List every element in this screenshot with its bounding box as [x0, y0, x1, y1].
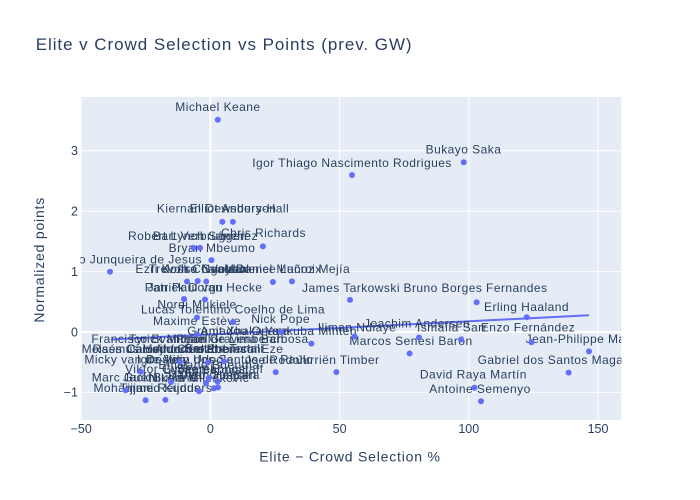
svg-text:Sandro Tonali: Sandro Tonali: [184, 342, 263, 356]
svg-text:Moisés Caicedo Corozo: Moisés Caicedo Corozo: [82, 342, 219, 356]
svg-text:Robert Lynch Sánchez: Robert Lynch Sánchez: [128, 229, 258, 243]
svg-text:Lucas Bergvall: Lucas Bergvall: [163, 363, 248, 377]
svg-text:Jurriën Timber: Jurriën Timber: [297, 353, 380, 367]
svg-text:Caoimhín Kelleher: Caoimhín Kelleher: [127, 342, 233, 356]
svg-text:Marcos Senesi Barón: Marcos Senesi Barón: [349, 334, 472, 348]
svg-text:Antoine Semenyo: Antoine Semenyo: [429, 382, 530, 396]
svg-text:Elite − Crowd Selection %: Elite − Crowd Selection %: [259, 449, 440, 465]
svg-text:Elite v Crowd Selection vs Poi: Elite v Crowd Selection vs Points (prev.…: [36, 35, 413, 54]
svg-text:Maxence Lacroix: Maxence Lacroix: [224, 262, 321, 276]
svg-text:Bruno Borges Fernandes: Bruno Borges Fernandes: [404, 281, 548, 295]
svg-text:Jan Paul van Hecke: Jan Paul van Hecke: [148, 280, 263, 294]
svg-text:James Tarkowski: James Tarkowski: [302, 281, 400, 295]
svg-text:1: 1: [71, 265, 78, 279]
svg-text:Michael Keane: Michael Keane: [175, 100, 260, 114]
svg-text:−1: −1: [64, 386, 78, 400]
svg-text:Tyrick Mitchell: Tyrick Mitchell: [129, 332, 211, 346]
svg-text:Amadou Onana: Amadou Onana: [200, 324, 289, 338]
svg-text:Bart Verbruggen: Bart Verbruggen: [153, 229, 247, 243]
svg-text:Eberechi Eze: Eberechi Eze: [207, 342, 284, 356]
svg-text:Patrick Dorgu: Patrick Dorgu: [145, 280, 224, 294]
svg-text:Jean-Philippe Mateta: Jean-Philippe Mateta: [526, 332, 648, 346]
svg-text:Kiernan Dewsbury-Hall: Kiernan Dewsbury-Hall: [157, 202, 289, 216]
svg-text:Lucas Tolentino Coelho de Lima: Lucas Tolentino Coelho de Lima: [141, 303, 325, 317]
svg-text:Francisco Evanilson de Lima Ba: Francisco Evanilson de Lima Barbosa: [91, 332, 308, 346]
svg-text:Elliot Anderson: Elliot Anderson: [190, 202, 277, 216]
svg-text:Normalized points: Normalized points: [31, 197, 47, 323]
svg-text:Chris Richards: Chris Richards: [221, 226, 306, 240]
svg-text:3: 3: [71, 144, 78, 158]
svg-text:100: 100: [458, 422, 479, 436]
svg-text:Jack Butland: Jack Butland: [123, 371, 197, 385]
svg-text:Dango Ouattara: Dango Ouattara: [168, 368, 260, 382]
svg-text:Viktor Gyökeres: Viktor Gyökeres: [125, 362, 217, 376]
svg-text:David Raya Martín: David Raya Martín: [420, 368, 527, 382]
svg-text:Bryan Mbeumo: Bryan Mbeumo: [169, 241, 256, 255]
svg-text:0: 0: [71, 325, 78, 339]
svg-text:Gabriel dos Santos Magalhães: Gabriel dos Santos Magalhães: [478, 353, 655, 367]
svg-text:Daniel Muñoz Mejía: Daniel Muñoz Mejía: [236, 262, 350, 276]
svg-text:Igor Thiago Nascimento Rodrigu: Igor Thiago Nascimento Rodrigues: [252, 156, 452, 170]
svg-text:Granit Xhaka: Granit Xhaka: [187, 324, 262, 338]
svg-text:Nordi Mukiele: Nordi Mukiele: [157, 298, 236, 312]
svg-text:Bukayo Saka: Bukayo Saka: [426, 143, 502, 157]
svg-text:Joe Rodon: Joe Rodon: [245, 353, 307, 367]
svg-text:Antonee Robinson: Antonee Robinson: [155, 342, 261, 356]
svg-text:Maxime Estève: Maxime Estève: [153, 314, 241, 328]
svg-text:Tijjani Reijnders: Tijjani Reijnders: [120, 381, 213, 395]
svg-text:0: 0: [207, 422, 214, 436]
svg-text:Iliman Ndiaye: Iliman Ndiaye: [318, 321, 397, 335]
svg-text:Ezri Konsa Ngoyo: Ezri Konsa Ngoyo: [135, 262, 238, 276]
svg-text:Dean Huijsen: Dean Huijsen: [179, 368, 256, 382]
svg-text:Ryan Gravenberch: Ryan Gravenberch: [176, 332, 284, 346]
svg-text:Sean Longstaff: Sean Longstaff: [177, 362, 264, 376]
svg-text:Mohammed Kudus: Mohammed Kudus: [93, 381, 200, 395]
svg-text:50: 50: [333, 422, 347, 436]
svg-text:−50: −50: [71, 422, 92, 436]
svg-text:Nick Pope: Nick Pope: [251, 312, 310, 326]
svg-text:Ismaïla Sarr: Ismaïla Sarr: [417, 321, 487, 335]
svg-text:Destiny Udogie: Destiny Udogie: [146, 353, 234, 367]
svg-text:Joachim Andersen: Joachim Andersen: [364, 317, 470, 331]
svg-text:Erling Haaland: Erling Haaland: [484, 300, 569, 314]
svg-text:Micky van de Ven: Micky van de Ven: [84, 353, 185, 367]
svg-text:2: 2: [71, 205, 78, 219]
svg-text:Yankuba Minteh: Yankuba Minteh: [265, 324, 357, 338]
svg-text:Enzo Fernández: Enzo Fernández: [481, 321, 575, 335]
svg-text:Rasmus Højlund: Rasmus Højlund: [93, 342, 188, 356]
svg-text:João Pedro Junqueira de Jesus: João Pedro Junqueira de Jesus: [20, 253, 202, 267]
svg-text:Trevoh Chalobah: Trevoh Chalobah: [149, 262, 247, 276]
svg-text:Joško Gvardiol: Joško Gvardiol: [164, 262, 250, 276]
svg-text:150: 150: [588, 422, 609, 436]
